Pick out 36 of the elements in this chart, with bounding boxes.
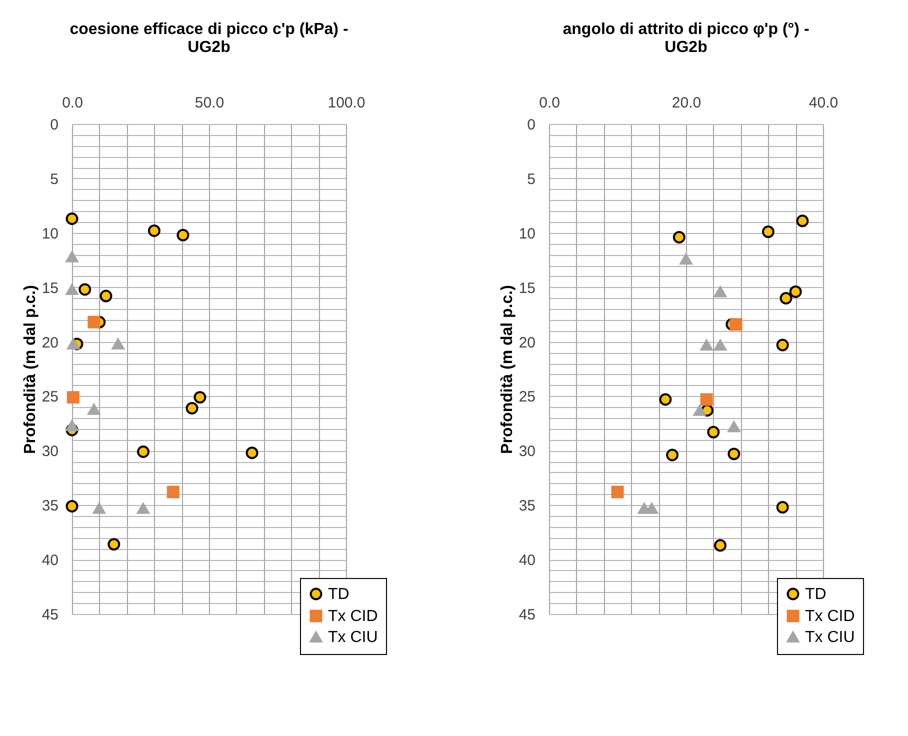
y-tick-label: 0 — [50, 116, 58, 134]
x-tick-label: 20.0 — [672, 94, 702, 112]
y-tick-label: 10 — [518, 225, 536, 242]
y-tick-label: 5 — [50, 170, 58, 188]
legend-label: TD — [328, 586, 350, 603]
y-tick-label: 30 — [518, 443, 536, 460]
y-tick-label: 25 — [518, 388, 536, 406]
y-tick-label: 45 — [42, 606, 58, 624]
y-axis-title: Profondità (m dal p.c.) — [22, 285, 39, 454]
x-tick-label: 50.0 — [194, 94, 224, 112]
y-axis-title: Profondità (m dal p.c.) — [498, 285, 516, 454]
legend-label: TD — [805, 586, 826, 603]
legend-label: Tx CID — [805, 608, 855, 625]
y-tick-label: 15 — [518, 280, 536, 297]
x-tick-label: 100.0 — [328, 94, 366, 112]
y-tick-label: 45 — [518, 606, 536, 624]
y-tick-label: 40 — [42, 552, 58, 570]
legend-label: Tx CIU — [328, 629, 378, 646]
y-tick-label: 20 — [518, 334, 536, 352]
y-tick-label: 10 — [42, 225, 58, 242]
chart-title: coesione efficace di picco c'p (kPa) - UG2b — [70, 21, 348, 56]
y-tick-label: 40 — [518, 552, 536, 570]
x-tick-label: 0.0 — [62, 94, 83, 112]
chart-title: angolo di attrito di picco φ'p (°) - UG2b — [562, 21, 810, 56]
y-tick-label: 5 — [527, 170, 536, 188]
y-tick-label: 25 — [42, 388, 58, 406]
legend-label: Tx CIU — [805, 629, 855, 646]
y-tick-label: 20 — [42, 334, 58, 352]
y-tick-label: 30 — [42, 443, 58, 460]
x-tick-label: 0.0 — [539, 94, 560, 112]
y-tick-label: 15 — [42, 280, 58, 297]
y-tick-label: 35 — [518, 498, 536, 515]
y-tick-label: 35 — [42, 498, 58, 515]
x-tick-label: 40.0 — [808, 94, 838, 112]
y-tick-label: 0 — [527, 116, 536, 134]
legend-label: Tx CID — [328, 608, 378, 625]
